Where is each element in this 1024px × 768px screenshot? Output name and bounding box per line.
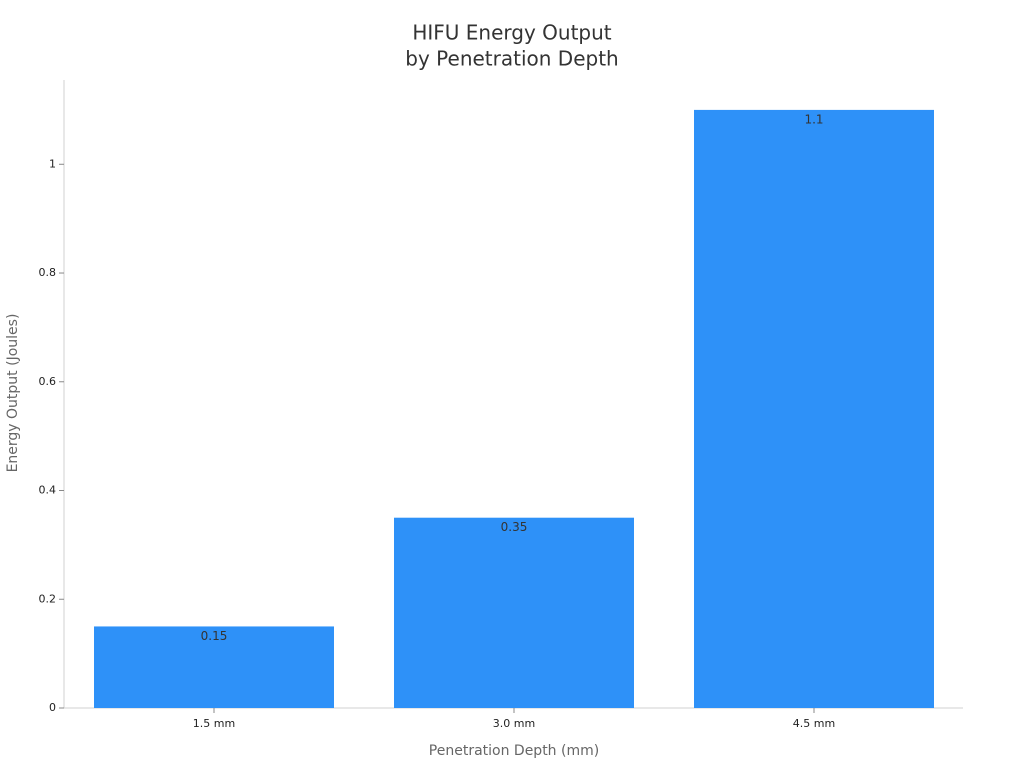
x-tick-label: 1.5 mm [193,717,235,730]
y-tick-label: 0.6 [39,375,57,388]
y-tick-label: 0.8 [39,266,57,279]
x-tick-label: 4.5 mm [793,717,835,730]
y-tick-label: 0.4 [39,484,57,497]
x-axis-label: Penetration Depth (mm) [429,743,599,759]
bar [94,626,334,708]
y-tick-label: 0 [49,701,56,714]
bar [394,517,634,708]
chart-title: by Penetration Depth [405,47,618,71]
y-tick-label: 0.2 [39,592,57,605]
x-tick-label: 3.0 mm [493,717,535,730]
data-label: 1.1 [804,112,823,126]
y-axis-label: Energy Output (Joules) [5,314,21,473]
data-label: 0.15 [201,629,228,643]
bar [694,109,934,708]
chart-title: HIFU Energy Output [412,21,611,45]
y-tick-label: 1 [49,157,56,170]
data-label: 0.35 [501,520,528,534]
